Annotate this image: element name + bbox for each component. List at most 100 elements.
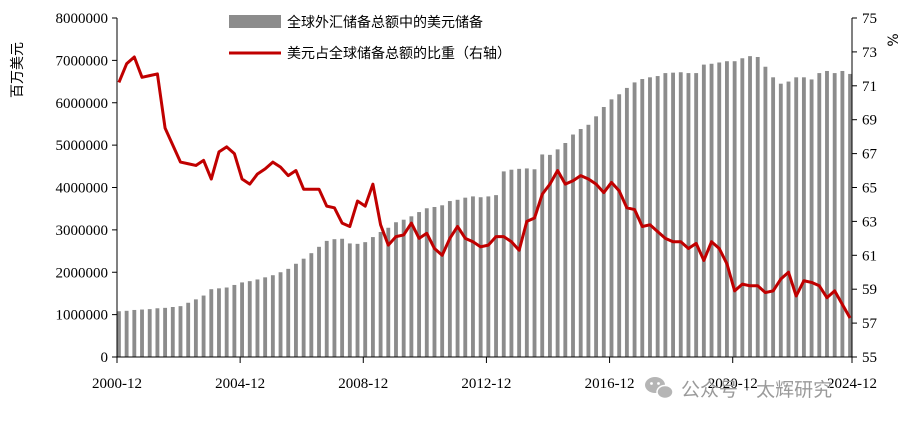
bar	[586, 124, 591, 357]
bar	[524, 168, 529, 357]
y-tick-label: 4000000	[56, 181, 109, 197]
bar	[748, 56, 752, 357]
bar	[678, 72, 683, 358]
bar	[370, 237, 375, 357]
bar	[671, 72, 675, 357]
bar	[378, 231, 383, 357]
wechat-icon	[645, 377, 674, 400]
y-tick-label: 1000000	[56, 308, 109, 324]
legend: 全球外汇储备总额中的美元储备 美元占全球储备总额的比重（右轴）	[229, 14, 511, 62]
bar	[701, 64, 706, 358]
y2-tick-label: 75	[862, 11, 877, 27]
bar	[624, 87, 629, 358]
y2-tick-label: 57	[862, 316, 878, 332]
bar	[540, 154, 545, 357]
bar	[217, 288, 221, 357]
bar	[755, 56, 760, 358]
bar	[840, 70, 845, 357]
bar	[832, 73, 837, 357]
bar	[494, 195, 498, 357]
bar	[555, 149, 560, 357]
bar	[563, 143, 568, 357]
bar	[286, 268, 291, 357]
bar	[140, 309, 144, 357]
bar	[117, 311, 121, 357]
y-tick-label: 0	[101, 350, 109, 366]
bar	[648, 77, 652, 357]
bar	[301, 258, 306, 357]
bar	[617, 94, 622, 358]
bar	[355, 243, 360, 357]
bar	[517, 168, 522, 357]
bar	[594, 116, 599, 357]
bar	[709, 63, 714, 357]
y2-tick-label: 65	[862, 181, 877, 197]
y-tick-label: 7000000	[56, 53, 109, 69]
y-tick-label: 3000000	[56, 223, 109, 239]
bar	[509, 169, 514, 357]
legend-bar-label: 全球外汇储备总额中的美元储备	[287, 14, 483, 31]
bar	[255, 279, 260, 357]
bar	[455, 199, 460, 357]
y2-axis-label: %	[886, 33, 902, 46]
bar	[294, 263, 298, 357]
y-tick-label: 6000000	[56, 96, 109, 112]
bar	[270, 275, 275, 357]
bar	[447, 201, 452, 357]
bar	[640, 79, 645, 358]
bar	[771, 77, 776, 357]
bar	[486, 196, 491, 357]
x-tick-label: 2020-12	[708, 376, 758, 392]
ratio-line	[117, 55, 852, 319]
bar	[763, 66, 768, 357]
bar	[155, 308, 160, 357]
bar	[547, 154, 552, 357]
x-tick-label: 2012-12	[461, 376, 511, 392]
bar	[440, 205, 445, 357]
y2-tick-label: 71	[862, 79, 877, 95]
bar	[409, 216, 414, 357]
bar	[809, 79, 814, 357]
bar	[732, 61, 737, 357]
bar	[132, 309, 137, 357]
y-tick-label: 8000000	[56, 11, 109, 27]
bar	[725, 61, 729, 357]
bar	[186, 302, 191, 357]
bar	[424, 208, 429, 357]
x-tick-label: 2024-12	[827, 376, 877, 392]
bar	[578, 129, 583, 357]
bar	[332, 239, 337, 357]
bar	[363, 242, 368, 357]
bar	[801, 77, 806, 357]
bar	[209, 289, 214, 357]
watermark-text: 公众号 · 太辉研究	[681, 379, 832, 401]
bar	[263, 277, 268, 357]
bar	[201, 295, 206, 357]
x-tick-label: 2000-12	[92, 376, 142, 392]
bar	[124, 310, 129, 357]
bar	[347, 243, 352, 357]
bar	[240, 282, 244, 357]
bar	[686, 73, 691, 357]
y2-tick-label: 63	[862, 214, 877, 230]
legend-line-label: 美元占全球储备总额的比重（右轴）	[287, 45, 511, 62]
bar	[694, 73, 699, 357]
bar	[571, 134, 575, 357]
watermark: 公众号 · 太辉研究	[645, 377, 832, 401]
bar	[848, 73, 852, 357]
bar	[632, 82, 637, 357]
bar	[170, 307, 175, 357]
y-tick-label: 2000000	[56, 265, 109, 281]
bar	[663, 73, 668, 357]
bar	[309, 253, 314, 357]
bar	[740, 58, 745, 357]
bar	[147, 309, 152, 357]
bar	[501, 171, 506, 357]
bar	[609, 99, 614, 358]
bar	[786, 81, 791, 357]
bar	[401, 219, 406, 357]
bar	[163, 307, 168, 357]
y2-tick-label: 73	[862, 45, 877, 61]
bar	[471, 196, 475, 357]
